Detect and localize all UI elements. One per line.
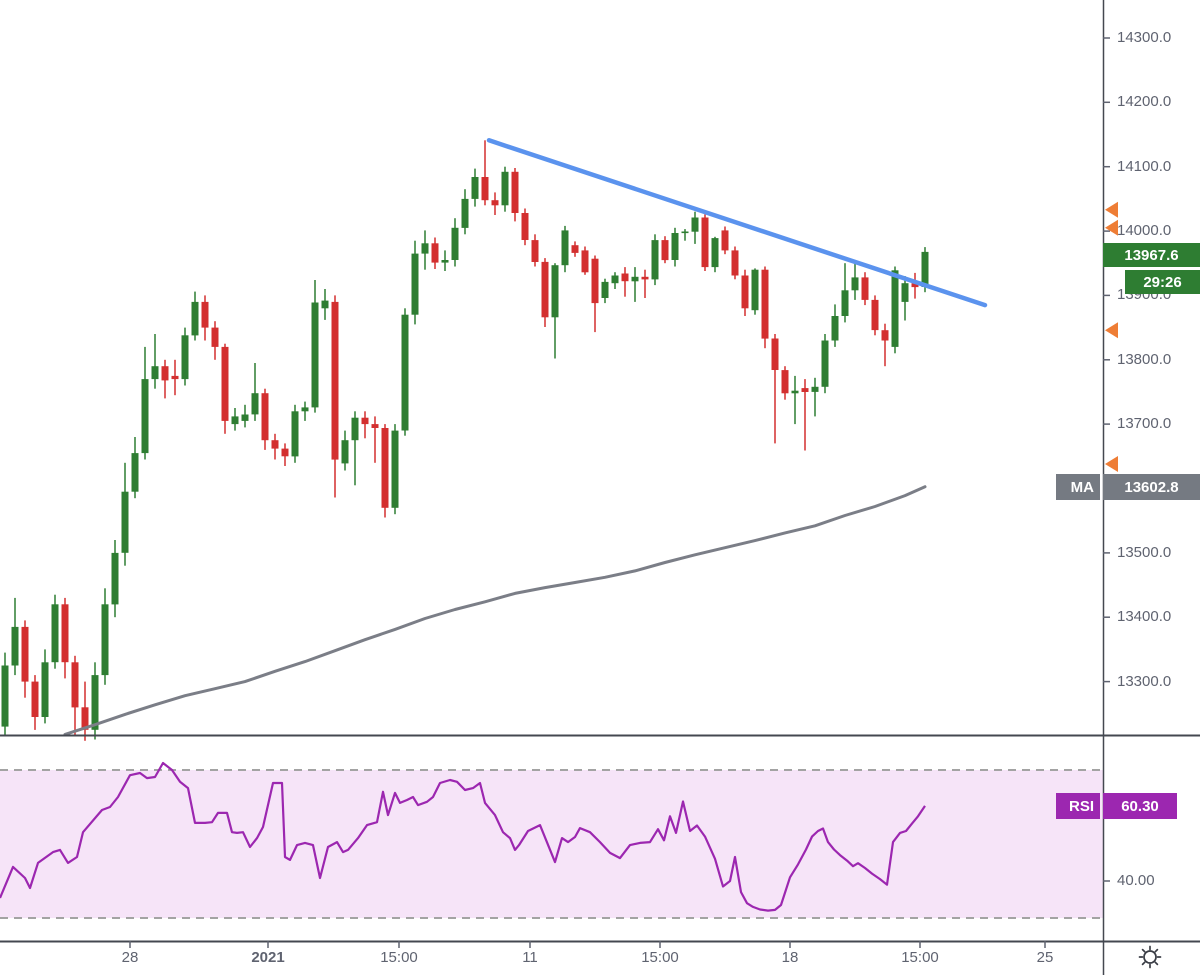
alert-marker-icon[interactable] — [1105, 456, 1118, 472]
time-axis-label: 25 — [1036, 949, 1054, 966]
alert-marker-icon[interactable] — [1105, 219, 1118, 236]
price-axis-label: 14200.0 — [1117, 93, 1172, 111]
price-axis-label: 13700.0 — [1117, 415, 1172, 433]
time-axis-label: 15:00 — [380, 949, 418, 966]
candlestick-series[interactable] — [1, 140, 929, 741]
bar-countdown-badge: 29:26 — [1125, 270, 1200, 294]
time-axis-label: 11 — [522, 949, 538, 966]
price-axis-label: 13400.0 — [1117, 608, 1172, 626]
ma-indicator-badge[interactable]: MA — [1056, 474, 1100, 500]
rsi-axis-label-40: 40.00 — [1117, 872, 1155, 889]
time-axis-label: 15:00 — [641, 949, 679, 966]
rsi-indicator-badge[interactable]: RSI — [1056, 793, 1100, 819]
price-axis-label: 14300.0 — [1117, 28, 1172, 46]
time-axis-label: 28 — [121, 949, 139, 966]
alert-marker-icon[interactable] — [1105, 322, 1118, 339]
trendline[interactable] — [486, 138, 988, 308]
time-axis-label: 15:00 — [901, 949, 939, 966]
rsi-band — [0, 770, 1103, 918]
alert-marker-icon[interactable] — [1105, 201, 1118, 218]
settings-gear-button[interactable] — [1136, 943, 1164, 971]
ma-line[interactable] — [63, 485, 927, 736]
last-price-badge: 13967.6 — [1103, 243, 1200, 267]
price-axis-label: 14100.0 — [1117, 157, 1172, 175]
time-axis-label: 18 — [781, 949, 799, 966]
time-axis-label: 2021 — [251, 949, 285, 966]
rsi-line[interactable] — [0, 761, 926, 912]
price-axis-label: 13800.0 — [1117, 350, 1172, 368]
price-axis-label: 13300.0 — [1117, 672, 1172, 690]
price-axis-label: 14000.0 — [1117, 222, 1172, 240]
ma-value-badge: 13602.8 — [1103, 474, 1200, 500]
rsi-value-badge: 60.30 — [1103, 793, 1177, 819]
gear-icon — [1138, 945, 1162, 969]
price-axis-label: 13500.0 — [1117, 543, 1172, 561]
